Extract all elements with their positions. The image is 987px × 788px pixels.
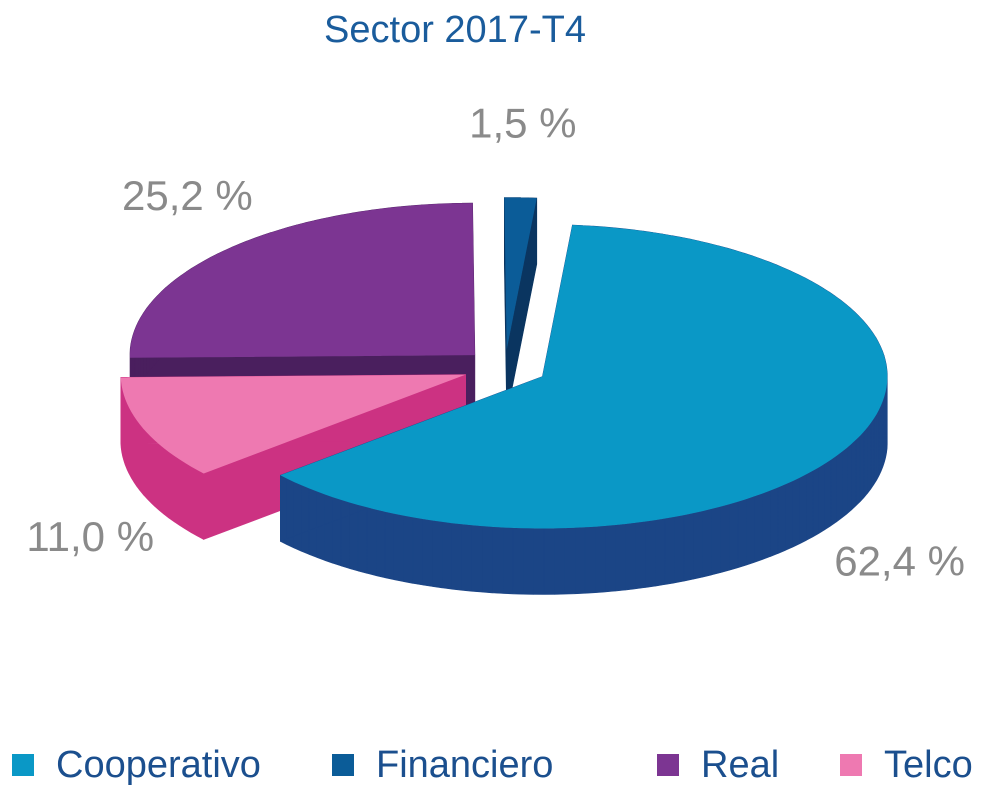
legend-swatch (657, 754, 679, 776)
chart-title: Sector 2017-T4 (324, 9, 586, 51)
value-label: 25,2 % (122, 172, 253, 219)
legend-swatch (840, 754, 862, 776)
value-label: 1,5 % (469, 99, 576, 146)
legend-label: Cooperativo (56, 744, 261, 786)
slice (280, 225, 888, 529)
value-label: 62,4 % (834, 538, 965, 585)
legend-label: Financiero (376, 744, 553, 786)
value-label: 11,0 % (26, 513, 154, 560)
legend-swatch (332, 754, 354, 776)
legend-label: Real (701, 744, 779, 786)
slice (120, 374, 466, 474)
legend-label: Telco (884, 744, 973, 786)
slice (504, 197, 537, 350)
slice (130, 203, 475, 358)
legend-swatch (12, 754, 34, 776)
